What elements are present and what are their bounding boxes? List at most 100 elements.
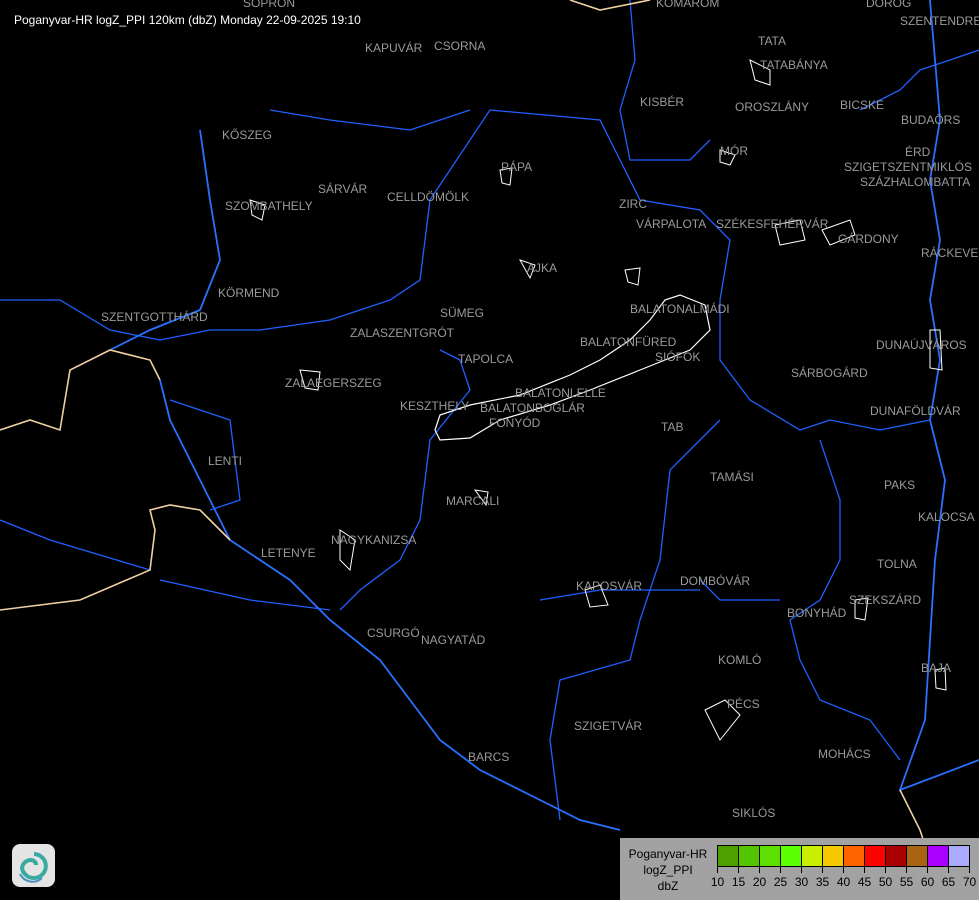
city-label: SÁRVÁR (318, 182, 368, 196)
lake-balaton (434, 294, 711, 441)
city-label: OROSZLÁNY (735, 100, 810, 114)
legend-swatch (718, 846, 739, 866)
legend-tick-label: 40 (836, 875, 851, 889)
city-label: ZALASZENTGRÓT (350, 326, 455, 340)
legend-station: Poganyvar-HR (628, 847, 708, 861)
city-label: BALATONFÜRED (580, 335, 677, 349)
city-label: MÓR (720, 144, 748, 158)
city-label: AJKA (527, 261, 558, 275)
radar-title: Poganyvar-HR logZ_PPI 120km (dbZ) Monday… (14, 13, 361, 27)
city-label: SÜMEG (440, 306, 485, 320)
county-borders (0, 0, 979, 821)
legend-tick-label: 50 (878, 875, 893, 889)
city-label: BICSKE (840, 98, 885, 112)
city-label: DOROG (866, 0, 912, 10)
city-label: SZIGETSZENTMIKLÓS (844, 160, 973, 174)
city-label: SZENTENDRE (900, 14, 979, 28)
legend-swatch (760, 846, 781, 866)
city-label: ÉRD (905, 145, 931, 159)
city-label: KAPUVÁR (365, 41, 423, 55)
city-label: RÁCKEVE (921, 246, 979, 260)
legend-tick-label: 45 (857, 875, 872, 889)
city-label: DUNAFÖLDVÁR (870, 404, 961, 418)
city-label: KÖRMEND (218, 286, 280, 300)
country-border (0, 0, 931, 861)
city-label: CSORNA (434, 39, 486, 53)
city-label: PÁPA (501, 160, 533, 174)
city-label: SIÓFOK (655, 350, 701, 364)
danube-river (109, 0, 979, 831)
city-label: BALATONALMÁDI (630, 302, 730, 316)
city-label: GÁRDONY (838, 232, 899, 246)
legend-ticks (717, 867, 970, 873)
city-label: NAGYKANIZSA (331, 533, 417, 547)
city-label: KŐSZEG (222, 128, 273, 142)
legend-swatch (928, 846, 949, 866)
city-label: SZENTGOTTHÁRD (101, 310, 208, 324)
legend-tick-label: 20 (752, 875, 767, 889)
city-label: PAKS (884, 478, 916, 492)
city-label: BUDAÖRS (901, 113, 961, 127)
radar-echoes (249, 59, 947, 741)
city-label: TATA (758, 34, 786, 48)
city-label: NAGYATÁD (421, 633, 486, 647)
legend-swatch (844, 846, 865, 866)
city-label: CELLDÖMÖLK (387, 190, 470, 204)
city-label: TAMÁSI (710, 470, 754, 484)
legend-swatch (949, 846, 969, 866)
city-label: SOPRON (243, 0, 296, 10)
city-label: KAPOSVÁR (576, 579, 643, 593)
city-label: LETENYE (261, 546, 316, 560)
city-label: TATABÁNYA (760, 58, 828, 72)
city-label: KISBÉR (640, 95, 685, 109)
legend-swatch (907, 846, 928, 866)
city-label: KOMLÓ (718, 653, 762, 667)
city-label: LENTI (208, 454, 243, 468)
legend-unit: dbZ (657, 879, 679, 893)
color-legend: Poganyvar-HR logZ_PPI dbZ 10 15 20 25 30 35 40… (620, 838, 979, 900)
city-label: SZOMBATHELY (225, 199, 313, 213)
city-label: SZIGETVÁR (574, 719, 643, 733)
city-label: BALATONLELLE (515, 386, 606, 400)
legend-tick-label: 15 (731, 875, 746, 889)
legend-tick-label: 70 (962, 875, 977, 889)
city-label: BALATONBOGLÁR (480, 401, 585, 415)
city-label: DUNAÚJVÁROS (876, 338, 967, 352)
city-label: ZALAEGERSZEG (285, 376, 382, 390)
city-label: KALOCSA (918, 510, 975, 524)
legend-swatches (717, 845, 970, 867)
city-label: TAB (661, 420, 684, 434)
city-label: KESZTHELY (400, 399, 470, 413)
legend-swatch (886, 846, 907, 866)
city-label: MARCALI (446, 494, 500, 508)
city-label: TOLNA (877, 557, 917, 571)
city-label: TAPOLCA (458, 352, 514, 366)
legend-tick-label: 55 (899, 875, 914, 889)
city-label: VÁRPALOTA (636, 217, 707, 231)
legend-tick-label: 60 (920, 875, 935, 889)
city-label: SZÉKESFEHÉRVÁR (716, 217, 829, 231)
city-label: FONYÓD (489, 416, 541, 430)
legend-swatch (739, 846, 760, 866)
city-label: MOHÁCS (818, 747, 871, 761)
legend-swatch (865, 846, 886, 866)
city-label: SÁRBOGÁRD (791, 366, 868, 380)
legend-tick-label: 35 (815, 875, 830, 889)
legend-tick-label: 30 (794, 875, 809, 889)
legend-swatch (781, 846, 802, 866)
city-label: ZIRC (619, 197, 647, 211)
city-label: BARCS (468, 750, 510, 764)
swirl-logo-icon (12, 844, 55, 887)
city-label: SIKLÓS (732, 806, 776, 820)
legend-tick-label: 65 (941, 875, 956, 889)
city-label: DOMBÓVÁR (680, 574, 751, 588)
city-label: CSURGÓ (367, 626, 420, 640)
legend-swatch (823, 846, 844, 866)
city-label: PÉCS (727, 697, 760, 711)
city-label: SZEKSZÁRD (849, 593, 922, 607)
city-label: BAJA (921, 661, 952, 675)
city-label: SZÁZHALOMBATTA (860, 175, 971, 189)
city-label: KOMÁROM (656, 0, 720, 10)
legend-product: logZ_PPI (643, 863, 693, 877)
